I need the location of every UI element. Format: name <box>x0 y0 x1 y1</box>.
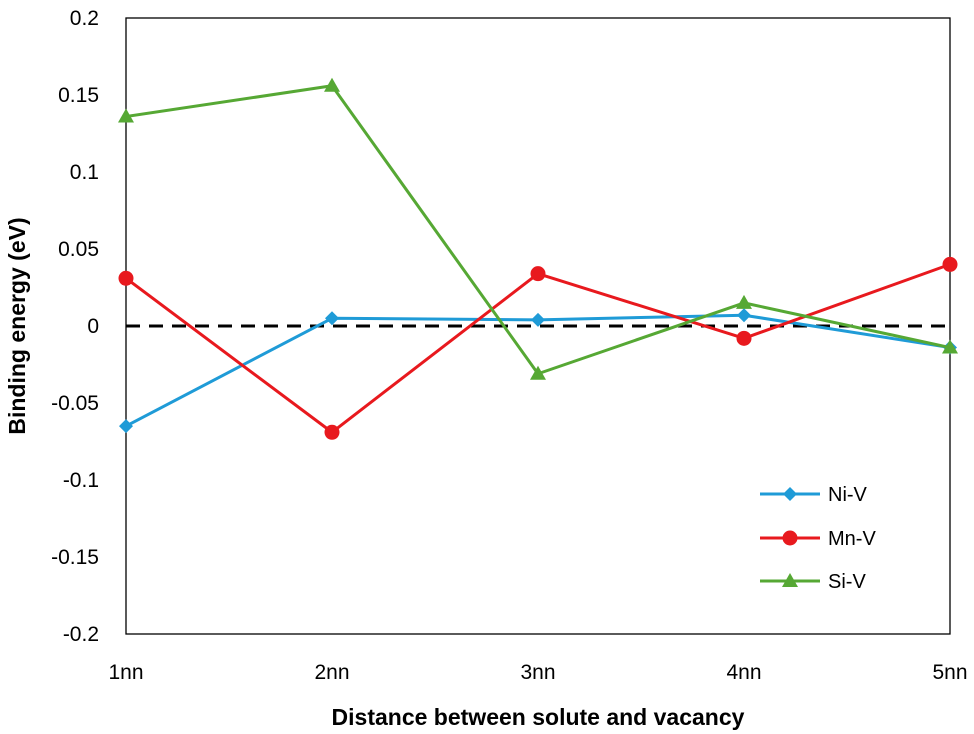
legend-label: Ni-V <box>828 484 868 506</box>
series-line-si-v <box>125 84 951 376</box>
y-tick-label: 0 <box>87 315 99 338</box>
y-tick-label: -0.05 <box>51 392 99 415</box>
data-point-mn-v <box>530 266 546 282</box>
data-point-mn-v <box>942 256 958 272</box>
series-line-mn-v <box>125 262 951 434</box>
x-tick-label: 2nn <box>314 661 349 684</box>
data-point-si-v <box>118 108 134 123</box>
data-point-ni-v <box>531 312 545 327</box>
legend-marker <box>782 573 798 587</box>
legend-label: Mn-V <box>828 528 876 550</box>
x-tick-label: 5nn <box>932 661 967 684</box>
data-point-si-v <box>736 294 752 309</box>
y-tick-label: 0.15 <box>58 84 99 107</box>
series-layer <box>118 77 958 440</box>
x-tick-label: 1nn <box>108 661 143 684</box>
y-tick-label: 0.1 <box>70 161 99 184</box>
data-point-si-v <box>324 77 340 92</box>
data-point-ni-v <box>119 419 133 434</box>
y-tick-label: 0.2 <box>70 7 99 30</box>
legend: Ni-V Mn-V Si-V <box>760 484 876 593</box>
y-tick-label: 0.05 <box>58 238 99 261</box>
legend-marker <box>783 487 797 501</box>
data-point-ni-v <box>737 308 751 323</box>
data-point-mn-v <box>118 270 134 286</box>
legend-label: Si-V <box>828 571 866 593</box>
y-tick-label: -0.15 <box>51 546 99 569</box>
series-mn-v <box>118 256 958 440</box>
data-point-ni-v <box>325 311 339 326</box>
series-si-v <box>118 77 958 380</box>
x-axis-title: Distance between solute and vacancy <box>332 704 745 730</box>
y-tick-labels: 0.2 0.15 0.1 0.05 0 -0.05 -0.1 -0.15 -0.2 <box>51 7 99 646</box>
x-tick-label: 3nn <box>520 661 555 684</box>
y-axis-title: Binding energy (eV) <box>4 217 30 434</box>
x-tick-label: 4nn <box>726 661 761 684</box>
data-point-mn-v <box>324 424 340 440</box>
data-point-si-v <box>942 339 958 354</box>
y-tick-label: -0.1 <box>63 469 99 492</box>
data-point-si-v <box>530 365 546 380</box>
y-tick-label: -0.2 <box>63 623 99 646</box>
x-tick-labels: 1nn 2nn 3nn 4nn 5nn <box>108 661 967 684</box>
legend-marker <box>782 530 798 546</box>
data-point-mn-v <box>736 330 752 346</box>
